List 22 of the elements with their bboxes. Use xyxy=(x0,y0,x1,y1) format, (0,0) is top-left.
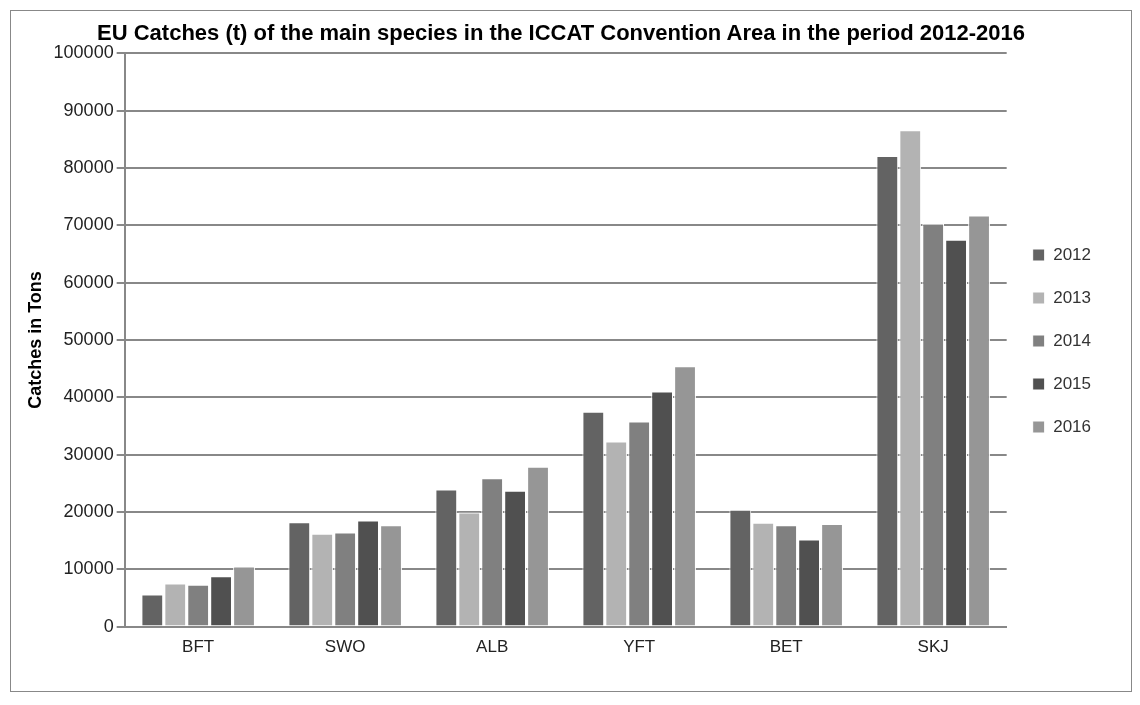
x-tick-label: YFT xyxy=(623,637,656,657)
x-tick-label: BET xyxy=(769,637,803,657)
legend-label: 2013 xyxy=(1053,287,1092,307)
y-tick-label: 80000 xyxy=(63,157,114,178)
y-axis-title: Catches in Tons xyxy=(24,271,45,409)
y-tick-label: 20000 xyxy=(63,500,114,521)
legend-label: 2016 xyxy=(1053,416,1092,436)
x-tick-label: BFT xyxy=(182,637,215,657)
legend-label: 2012 xyxy=(1053,244,1092,264)
x-tick-label: ALB xyxy=(476,637,509,657)
y-tick-label: 60000 xyxy=(63,271,114,292)
y-tick-label: 30000 xyxy=(63,443,114,464)
x-tick-label: SKJ xyxy=(917,637,949,657)
y-tick-label: 0 xyxy=(103,615,114,636)
y-tick-label: 10000 xyxy=(63,558,114,579)
y-tick-label: 90000 xyxy=(63,99,114,120)
y-tick-label: 70000 xyxy=(63,214,114,235)
y-tick-label: 50000 xyxy=(63,328,114,349)
x-tick-label: SWO xyxy=(324,637,366,657)
legend-label: 2015 xyxy=(1053,373,1092,393)
legend-label: 2014 xyxy=(1053,330,1092,350)
y-tick-label: 40000 xyxy=(63,386,114,407)
